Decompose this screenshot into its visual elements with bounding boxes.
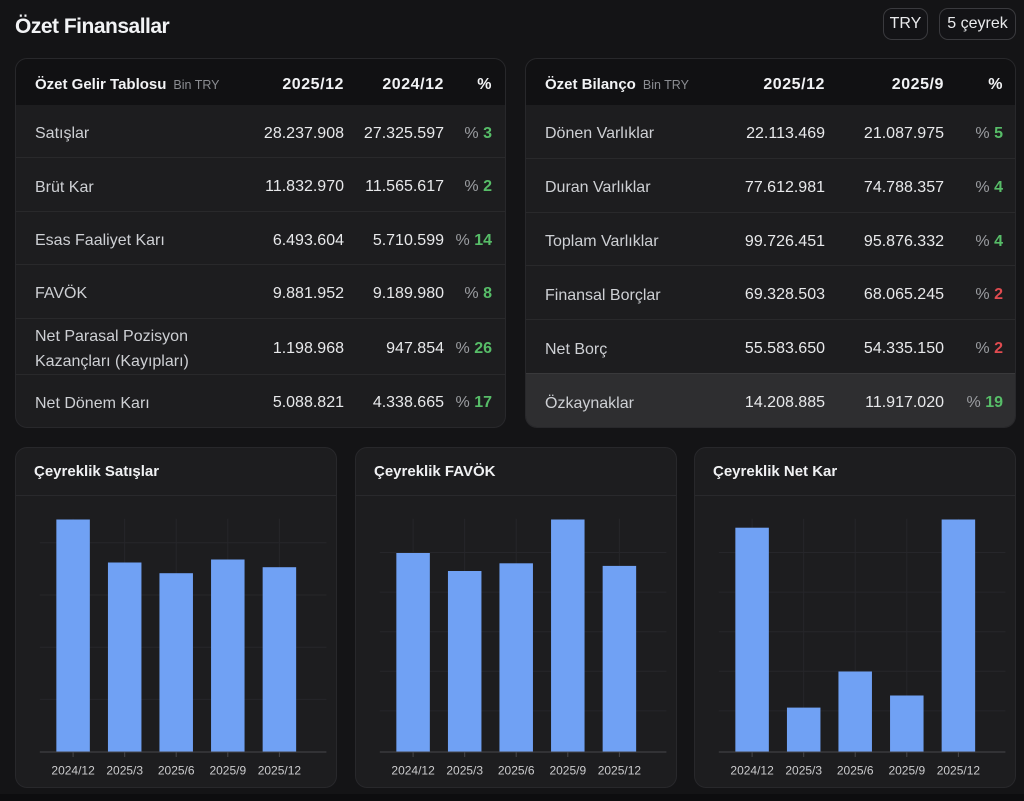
svg-text:2025/9: 2025/9 xyxy=(209,764,246,778)
svg-text:2025/9: 2025/9 xyxy=(888,764,925,778)
svg-text:2025/12: 2025/12 xyxy=(937,764,981,778)
svg-text:2024/12: 2024/12 xyxy=(51,764,95,778)
svg-text:2024/12: 2024/12 xyxy=(730,764,774,778)
svg-text:2025/12: 2025/12 xyxy=(258,764,302,778)
svg-text:2025/9: 2025/9 xyxy=(549,764,586,778)
svg-text:2025/6: 2025/6 xyxy=(837,764,874,778)
svg-text:2024/12: 2024/12 xyxy=(391,764,435,778)
svg-text:2025/3: 2025/3 xyxy=(106,764,143,778)
svg-text:2025/3: 2025/3 xyxy=(785,764,822,778)
svg-text:2025/3: 2025/3 xyxy=(446,764,483,778)
svg-text:2025/6: 2025/6 xyxy=(158,764,195,778)
svg-text:2025/6: 2025/6 xyxy=(498,764,535,778)
svg-text:2025/12: 2025/12 xyxy=(598,764,642,778)
